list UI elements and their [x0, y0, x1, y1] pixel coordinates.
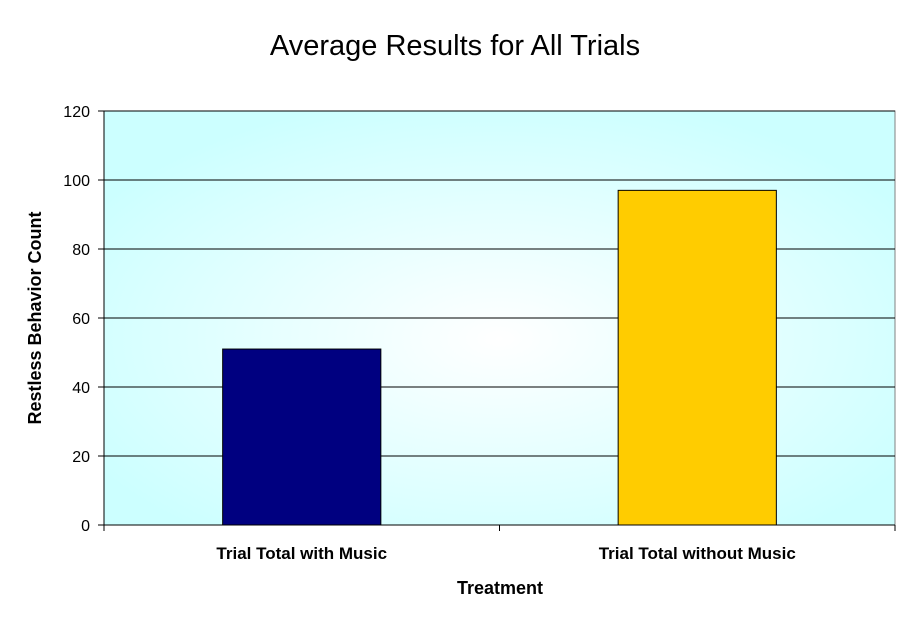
bar	[222, 348, 382, 526]
x-category-label: Trial Total with Music	[216, 544, 387, 563]
x-category-labels: Trial Total with Music Trial Total withou…	[216, 544, 795, 563]
y-tick-label: 20	[72, 449, 90, 466]
y-tick-label: 80	[72, 242, 90, 259]
bars	[222, 189, 777, 526]
y-tick-label: 100	[63, 173, 90, 190]
y-tick-label: 60	[72, 311, 90, 328]
y-tick-label: 0	[81, 518, 90, 535]
axes	[98, 110, 896, 531]
bar	[617, 189, 777, 526]
x-axis-title: Treatment	[457, 578, 543, 598]
y-tick-labels: 0 20 40 60 80 100 120	[63, 104, 90, 535]
y-tick-label: 120	[63, 104, 90, 121]
y-axis-title: Restless Behavior Count	[25, 211, 45, 424]
x-category-label: Trial Total without Music	[599, 544, 796, 563]
y-tick-label: 40	[72, 380, 90, 397]
chart-title: Average Results for All Trials	[270, 30, 640, 62]
